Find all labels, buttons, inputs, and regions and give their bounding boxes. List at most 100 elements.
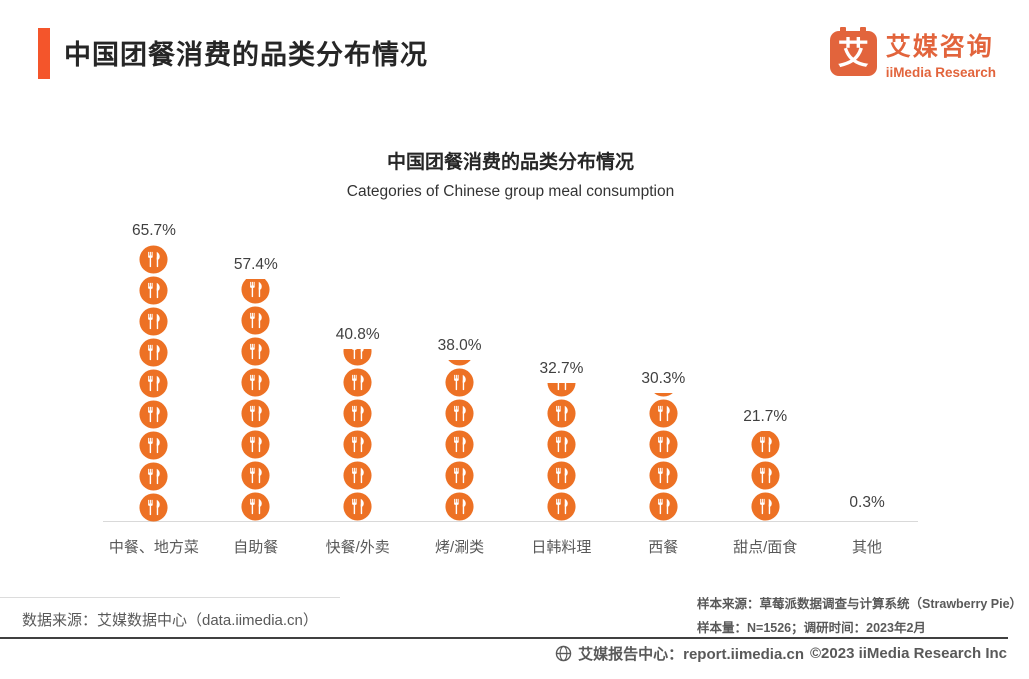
bar-column: 38.0% bbox=[409, 222, 511, 521]
icon-stack bbox=[649, 391, 678, 521]
fork-knife-circle-icon bbox=[343, 461, 372, 490]
bar-column: 40.8% bbox=[307, 222, 409, 521]
fork-knife-circle-icon bbox=[139, 431, 168, 460]
report-center-text: 艾媒报告中心：report.iimedia.cn bbox=[578, 646, 804, 663]
category-label: 烤/涮类 bbox=[434, 539, 485, 556]
fork-knife-circle-icon bbox=[139, 400, 168, 429]
fork-knife-circle-icon bbox=[139, 338, 168, 367]
fork-knife-circle-icon bbox=[343, 368, 372, 397]
bar-column: 32.7% bbox=[511, 222, 613, 521]
icon-stack bbox=[241, 277, 270, 521]
globe-icon bbox=[555, 645, 572, 662]
fork-knife-circle-icon bbox=[649, 399, 678, 428]
category-label: 自助餐 bbox=[233, 539, 279, 556]
partial-fork-knife-icon bbox=[649, 392, 678, 397]
category-label: 甜点/面食 bbox=[733, 539, 798, 556]
fork-knife-circle-icon bbox=[547, 461, 576, 490]
fork-knife-circle-icon bbox=[343, 430, 372, 459]
fork-knife-circle-icon bbox=[241, 306, 270, 335]
bar-value-label: 30.3% bbox=[641, 369, 686, 387]
fork-knife-circle-icon bbox=[547, 492, 576, 521]
chart-title: 中国团餐消费的品类分布情况 bbox=[386, 152, 634, 173]
fork-knife-circle-icon bbox=[547, 399, 576, 428]
partial-fork-knife-icon bbox=[547, 383, 576, 397]
category-row: 中餐、地方菜 自助餐 快餐/外卖 烤/涮类 日韩料理 西餐 甜点/面食 其他 bbox=[103, 536, 918, 557]
partial-fork-knife-icon bbox=[751, 430, 780, 459]
partial-fork-knife-icon bbox=[445, 360, 474, 366]
fork-knife-circle-icon bbox=[139, 307, 168, 336]
fork-knife-circle-icon bbox=[139, 493, 168, 522]
sample-source-text: 样本来源：草莓派数据调查与计算系统（Strawberry Pie） bbox=[697, 597, 1023, 611]
partial-fork-knife-icon bbox=[343, 348, 372, 366]
bar-column: 0.3% bbox=[816, 222, 918, 521]
bar-value-label: 32.7% bbox=[539, 360, 584, 378]
fork-knife-circle-icon bbox=[139, 276, 168, 305]
bar-value-label: 38.0% bbox=[437, 337, 482, 354]
fork-knife-circle-icon bbox=[343, 399, 372, 428]
bar-value-label: 0.3% bbox=[849, 494, 885, 511]
category-label: 快餐/外卖 bbox=[325, 539, 390, 556]
fork-knife-circle-icon bbox=[445, 492, 474, 521]
category-label: 日韩料理 bbox=[531, 539, 592, 556]
icon-stack bbox=[751, 429, 780, 521]
bar-value-label: 65.7% bbox=[131, 222, 176, 239]
fork-knife-circle-icon bbox=[653, 392, 674, 397]
icon-stack bbox=[139, 243, 168, 522]
footer-data-source-block: 数据来源：艾媒数据中心（data.iimedia.cn） bbox=[0, 597, 340, 630]
copyright-text: ©2023 iiMedia Research Inc bbox=[810, 645, 1007, 662]
data-source-text: 数据来源：艾媒数据中心（data.iimedia.cn） bbox=[22, 612, 318, 629]
page-title: 中国团餐消费的品类分布情况 bbox=[64, 40, 428, 70]
icon-stack bbox=[343, 347, 372, 521]
chart-title-block: 中国团餐消费的品类分布情况 Categories of Chinese grou… bbox=[103, 147, 918, 201]
footer-divider bbox=[0, 637, 1008, 639]
fork-knife-circle-icon bbox=[343, 492, 372, 521]
fork-knife-circle-icon bbox=[241, 430, 270, 459]
fork-knife-circle-icon bbox=[241, 368, 270, 397]
footer-report-line: 艾媒报告中心：report.iimedia.cn ©2023 iiMedia R… bbox=[555, 643, 1007, 664]
logo-name-en: iiMedia Research bbox=[885, 65, 996, 80]
fork-knife-circle-icon bbox=[139, 462, 168, 491]
icon-stack bbox=[547, 381, 576, 521]
fork-knife-circle-icon bbox=[241, 337, 270, 366]
fork-knife-circle-icon bbox=[343, 348, 372, 366]
category-label: 其他 bbox=[852, 539, 883, 556]
fork-knife-circle-icon bbox=[751, 430, 780, 459]
partial-fork-knife-icon bbox=[241, 279, 270, 304]
fork-knife-circle-icon bbox=[649, 430, 678, 459]
iimedia-logo-icon: 艾 bbox=[829, 27, 877, 76]
logo-name-zh: 艾媒咨询 bbox=[885, 33, 994, 61]
fork-knife-circle-icon bbox=[547, 383, 576, 397]
bar-value-label: 40.8% bbox=[335, 325, 380, 343]
iimedia-logo: 艾 艾媒咨询 iiMedia Research bbox=[829, 27, 996, 80]
fork-knife-circle-icon bbox=[241, 279, 270, 304]
fork-knife-circle-icon bbox=[445, 461, 474, 490]
bar-value-label: 21.7% bbox=[743, 407, 788, 425]
fork-knife-circle-icon bbox=[649, 461, 678, 490]
pictogram-chart: 65.7% 57.4% 40.8% 38.0% 32.7% 30.3% 21.7% 0.3% bbox=[103, 222, 918, 522]
fork-knife-circle-icon bbox=[139, 245, 168, 274]
bar-column: 21.7% bbox=[714, 222, 816, 521]
fork-knife-circle-icon bbox=[751, 492, 780, 521]
bar-column: 57.4% bbox=[205, 222, 307, 521]
fork-knife-circle-icon bbox=[448, 360, 471, 366]
category-label: 中餐、地方菜 bbox=[108, 539, 199, 556]
fork-knife-circle-icon bbox=[241, 399, 270, 428]
fork-knife-circle-icon bbox=[139, 369, 168, 398]
fork-knife-circle-icon bbox=[445, 368, 474, 397]
fork-knife-circle-icon bbox=[241, 461, 270, 490]
fork-knife-circle-icon bbox=[547, 430, 576, 459]
icon-stack bbox=[445, 358, 474, 521]
fork-knife-circle-icon bbox=[751, 461, 780, 490]
sample-info-text: 样本量：N=1526；调研时间：2023年2月 bbox=[697, 621, 926, 635]
footer-sample-block: 样本来源：草莓派数据调查与计算系统（Strawberry Pie） 样本量：N=… bbox=[697, 592, 1022, 640]
header-accent-bar bbox=[38, 28, 50, 79]
bar-column: 30.3% bbox=[612, 222, 714, 521]
fork-knife-circle-icon bbox=[241, 492, 270, 521]
logo-char: 艾 bbox=[837, 36, 869, 71]
bar-column: 65.7% bbox=[103, 222, 205, 522]
fork-knife-circle-icon bbox=[445, 399, 474, 428]
bar-value-label: 57.4% bbox=[233, 256, 278, 273]
category-label: 西餐 bbox=[648, 539, 679, 556]
fork-knife-circle-icon bbox=[649, 492, 678, 521]
fork-knife-circle-icon bbox=[445, 430, 474, 459]
